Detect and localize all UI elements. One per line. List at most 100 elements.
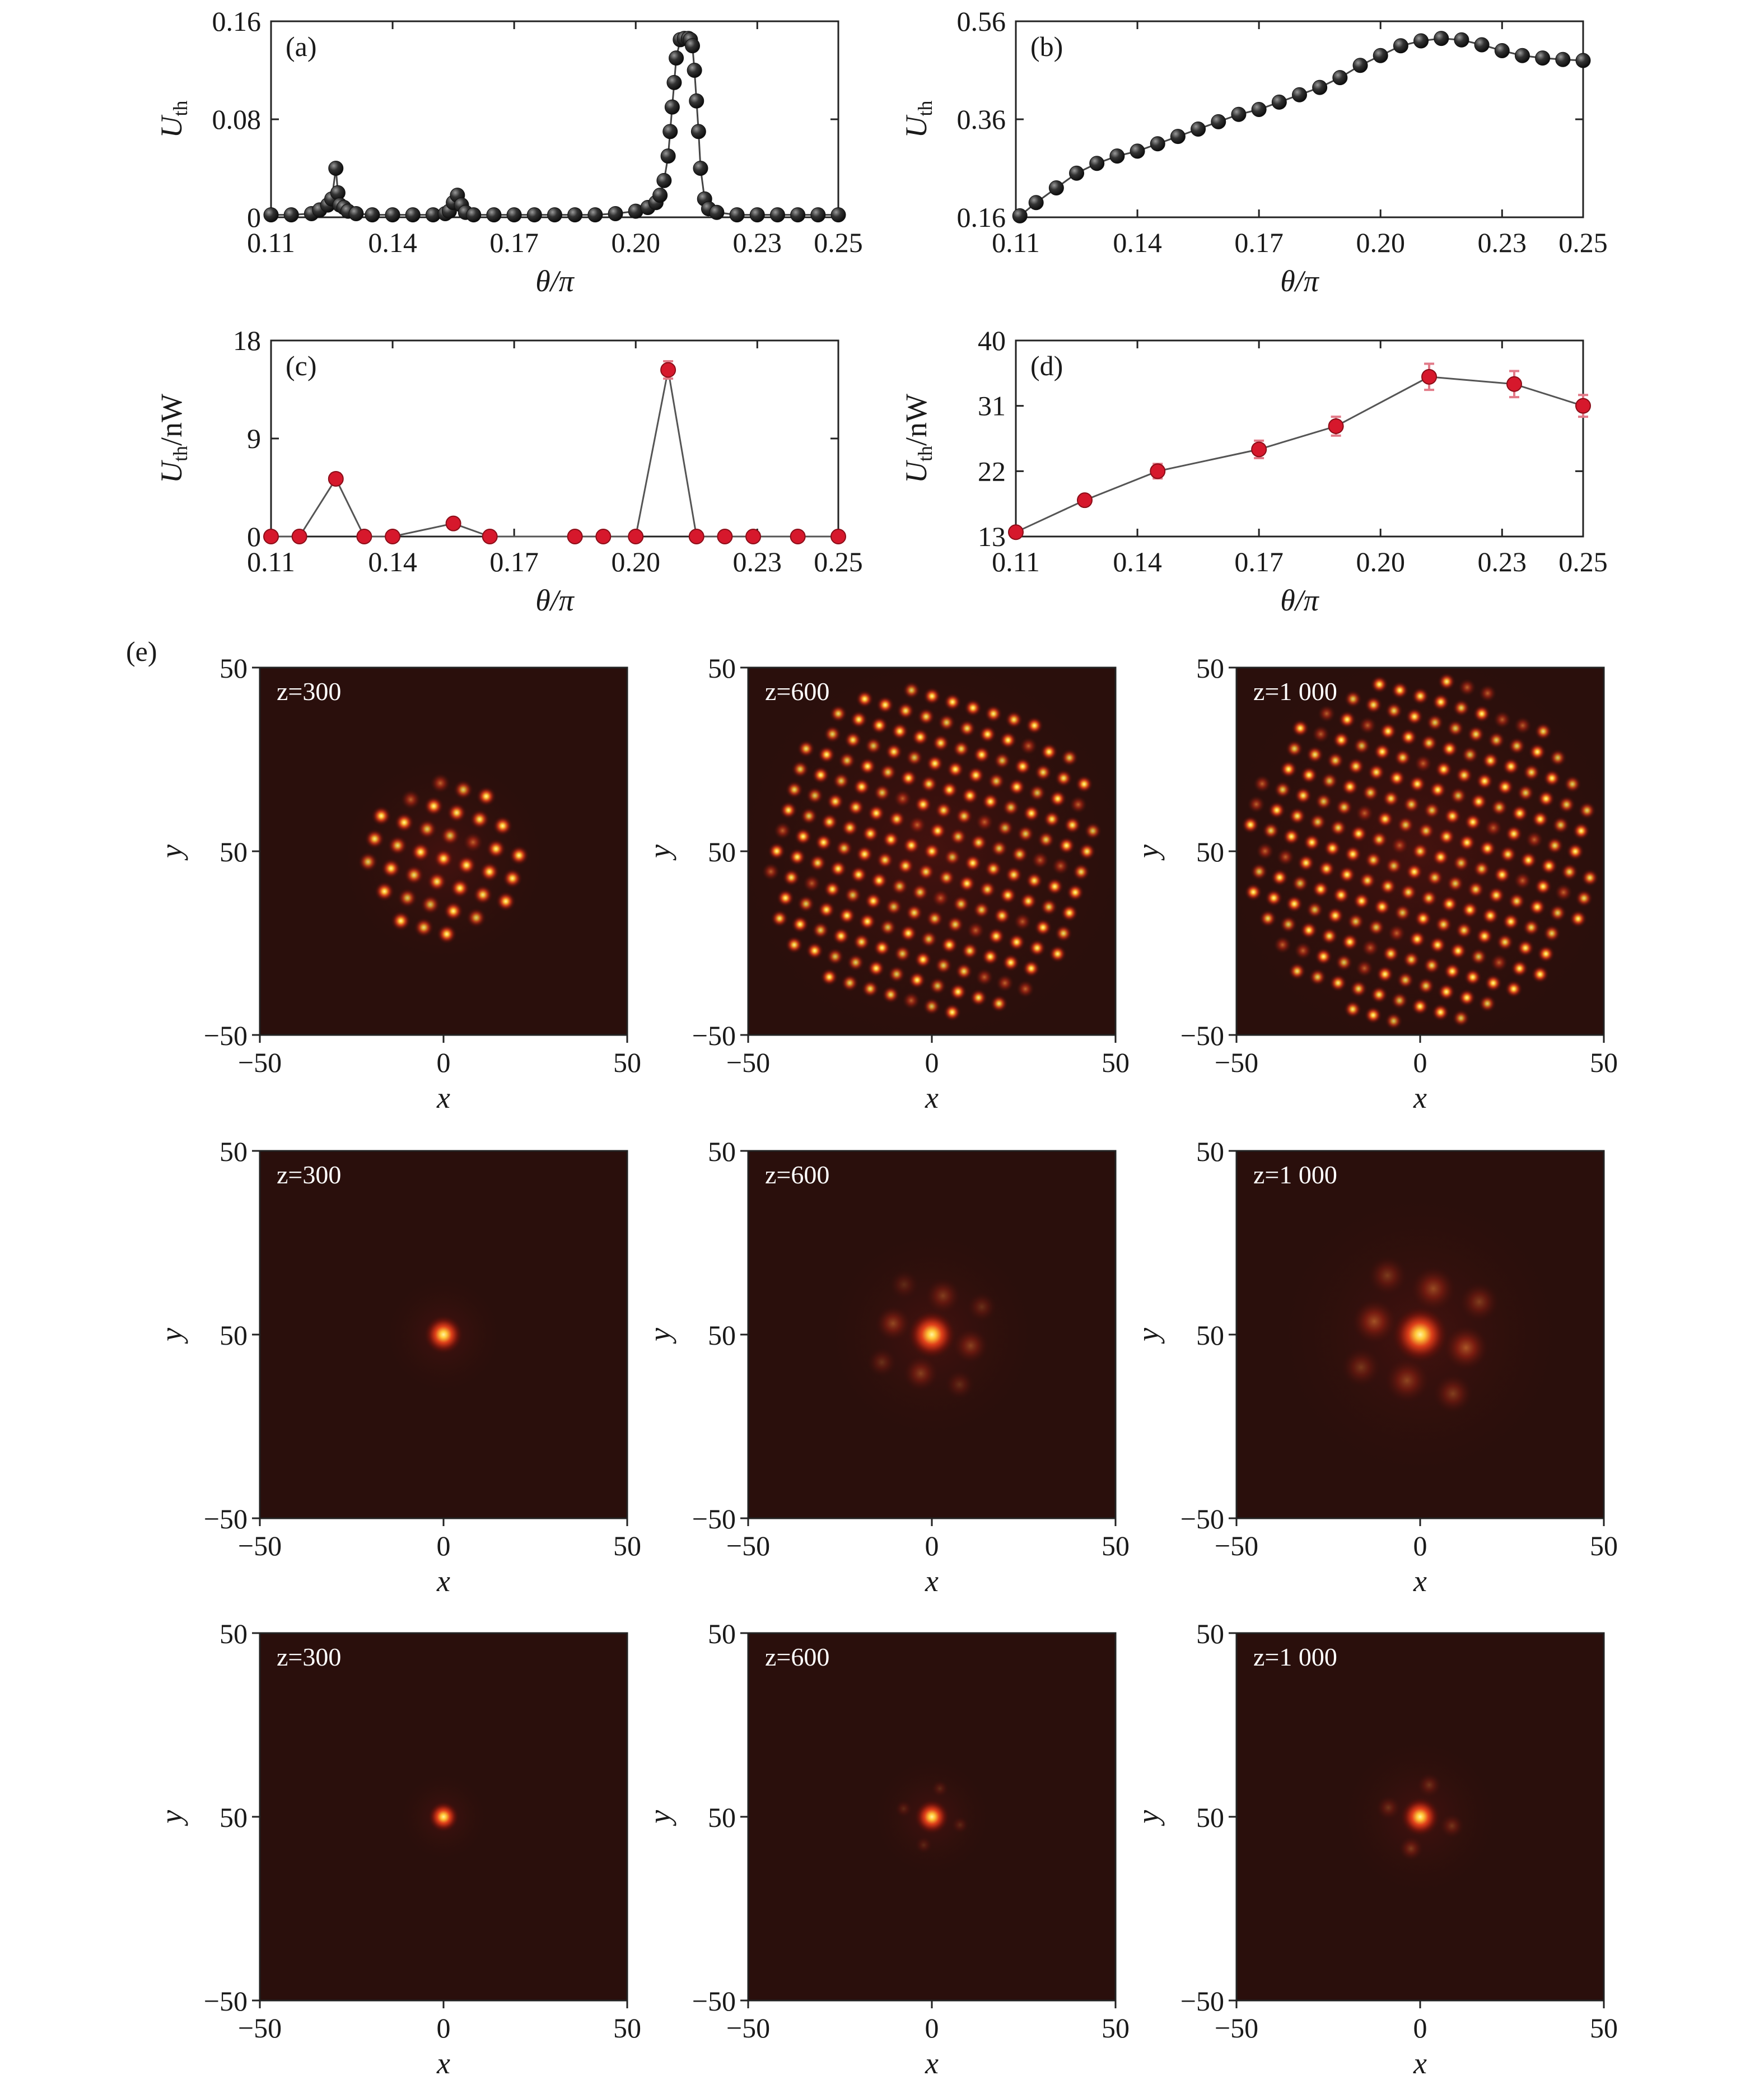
heatmap-spot [931,1779,949,1798]
heatmap-spot [1022,959,1040,978]
heatmap-panel: z=300 −50 0 50 x 50 50 −50 y [155,652,641,1114]
heatmap-spot [917,862,935,881]
heatmap-spot [1426,869,1444,887]
data-point [660,362,676,378]
heatmap-spot [1323,839,1342,857]
heatmap-spot [926,910,944,928]
heatmap-spot [1443,807,1462,826]
heatmap-spot [1060,749,1079,767]
heatmap-spot [908,971,926,989]
heatmap-spot [1060,904,1079,922]
y-tick-label: 9 [247,423,261,454]
y-axis-label: y [1131,845,1165,861]
heatmap-center-spot [425,1316,462,1353]
heatmap-spot [1066,883,1084,902]
heatmap-spot [1510,804,1529,823]
heatmap-spot [1361,939,1379,957]
heatmap-spot [1002,798,1020,817]
y-axis-label: y [643,1810,676,1826]
data-point [1514,48,1530,63]
data-point [790,207,806,223]
heatmap-spot [922,997,941,1015]
heatmap-spot [984,705,1002,723]
heatmap-spot [1514,716,1532,735]
data-point [348,206,364,221]
heatmap-spot [1373,898,1391,916]
heatmap-spot [1443,962,1462,981]
heatmap-spot [1334,953,1353,972]
heatmap-spot [1373,743,1392,761]
heatmap-center-spot [1394,1308,1446,1361]
heatmap-spot [463,832,483,852]
heatmap-spot [1429,936,1447,954]
heatmap-spot [1309,813,1327,831]
heatmap-spot [1069,795,1088,814]
x-axis-label: x [1413,1564,1427,1598]
data-point [1170,129,1186,144]
heatmap-spot [1034,918,1052,937]
heatmap-spot [1563,775,1581,794]
x-tick-label: 0.23 [1478,546,1527,577]
y-tick-label: 50 [708,652,736,684]
heatmap-spot [1022,804,1040,823]
heatmap-spot [984,860,1002,878]
y-tick-label: 50 [220,1802,248,1833]
x-tick-label: 0.23 [1478,227,1527,258]
heatmap-spot [1350,824,1368,843]
heatmap-spot [1025,871,1043,890]
heatmap-spot [875,1305,911,1341]
heatmap-spot [1458,833,1476,852]
heatmap-spot [981,792,1000,811]
heatmap-spot [903,1355,939,1391]
heatmap-spot [805,941,824,960]
heatmap-spot [841,819,859,837]
heatmap-spot [1329,819,1347,837]
heatmap-spot [879,763,897,781]
heatmap-spot [1370,675,1389,694]
y-tick-label: 50 [1196,1802,1224,1833]
x-tick-label: 0.20 [611,546,660,577]
x-tick-label: 50 [1102,1047,1130,1078]
x-tick-label: 50 [1590,2012,1618,2044]
heatmap-spot [1388,769,1406,787]
data-point [690,124,706,139]
heatmap-spot [1057,836,1076,855]
heatmap-spot [1072,862,1090,881]
heatmap-spot [899,924,918,943]
y-axis-label: y [155,1328,188,1344]
heatmap-spot [838,906,856,925]
data-point [652,188,668,203]
heatmap-spot [949,827,968,846]
heatmap-spot [1305,901,1324,919]
y-tick-label: 0 [247,521,261,552]
heatmap-center-spot [1402,1798,1439,1835]
heatmap-spot [964,699,982,717]
y-tick-label: 31 [978,390,1006,422]
heatmap-spot [1364,696,1383,714]
heatmap-spot [1341,777,1359,796]
data-point [688,529,704,544]
data-point [687,63,702,78]
heatmap-spot [466,907,487,928]
heatmap-spot [762,862,780,881]
heatmap-spot [881,986,900,1004]
heatmap-spot [1539,857,1558,875]
heatmap-spot [1300,766,1318,784]
heatmap-spot [928,822,947,840]
y-tick-label: 50 [220,836,248,868]
heatmap-spot [1271,868,1289,887]
heatmap-spot [1306,745,1324,764]
heatmap-spot [1385,702,1403,720]
heatmap-spot [446,803,467,823]
data-point [482,529,498,544]
heatmap-spot [1478,994,1496,1013]
heatmap-spot [1048,945,1067,963]
heatmap-spot [1291,874,1309,893]
data-point [283,207,299,223]
heatmap-spot [1446,719,1464,738]
heatmap-spot [1028,939,1046,957]
heatmap-spot [1350,980,1368,998]
heatmap-spot [1490,953,1508,972]
data-point [769,207,785,223]
heatmap-spot [873,939,891,957]
